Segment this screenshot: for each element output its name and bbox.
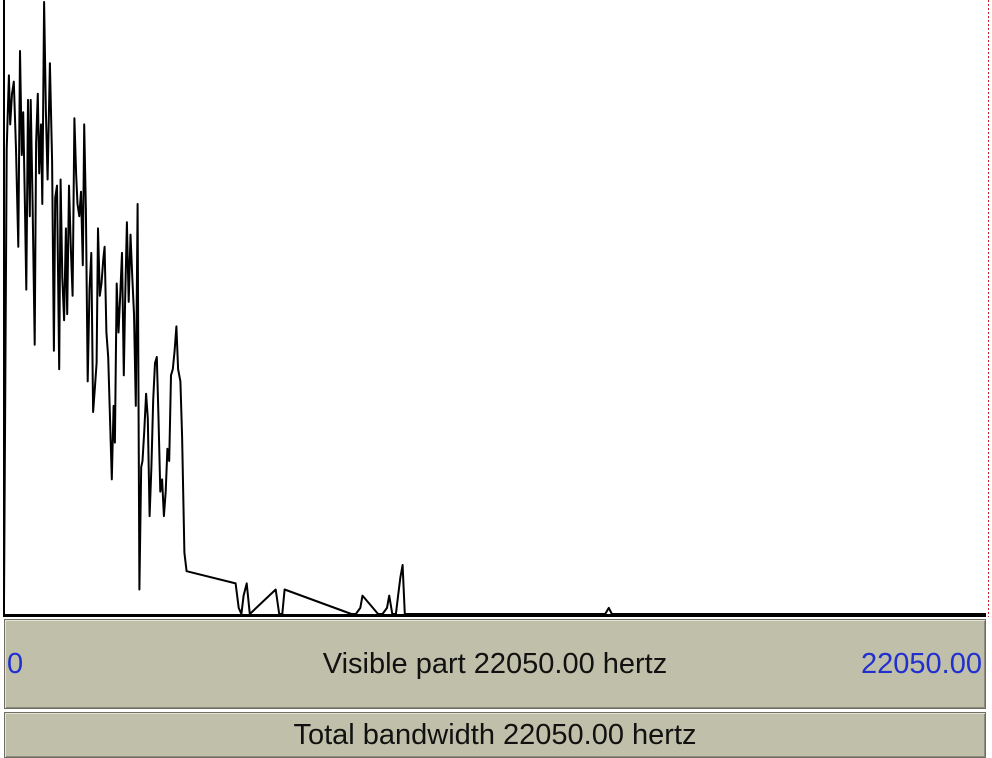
spectrum-series-line <box>3 1 986 615</box>
visible-part-label: Visible part 22050.00 hertz <box>322 648 668 680</box>
visible-range-end: 22050.00 <box>861 648 982 680</box>
spectrum-plot-area[interactable] <box>0 0 992 617</box>
total-bandwidth-label: Total bandwidth 22050.00 hertz <box>293 719 697 751</box>
visible-part-bar[interactable]: 0 Visible part 22050.00 hertz 22050.00 <box>4 619 986 709</box>
spectrum-plot <box>3 0 989 617</box>
total-bandwidth-bar[interactable]: Total bandwidth 22050.00 hertz <box>4 712 986 758</box>
visible-range-start: 0 <box>7 648 24 680</box>
